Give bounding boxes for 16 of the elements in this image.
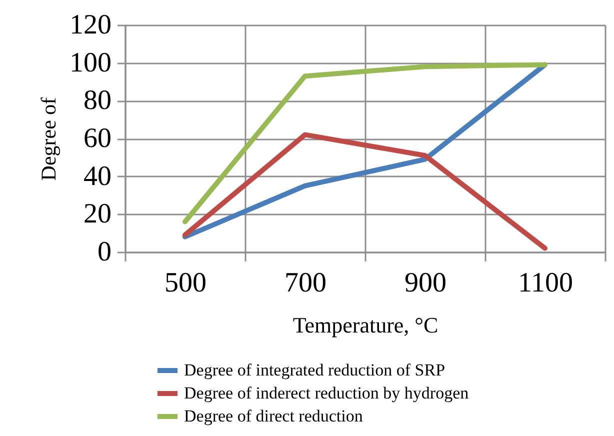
y-tick-label: 20 [84,198,112,230]
x-tick-label: 500 [164,268,206,298]
y-tick-label: 100 [70,47,112,78]
x-axis-title: Temperature, °C [292,312,438,338]
legend-label: Degree of integrated reduction of SRP [184,360,446,380]
y-tick-label: 0 [98,236,112,268]
y-tick-label: 60 [84,123,112,154]
y-tick-label: 120 [70,10,112,40]
x-tick-label: 700 [284,268,326,298]
y-axis-title: Degree of [36,97,60,181]
legend-label: Degree of inderect reduction by hydrogen [184,384,470,402]
y-tick-label: 80 [84,85,112,116]
x-tick-label: 900 [404,268,446,298]
legend-label: Degree of direct reduction [184,406,364,426]
x-tick-label: 1100 [518,268,573,298]
y-tick-label: 40 [84,160,112,192]
